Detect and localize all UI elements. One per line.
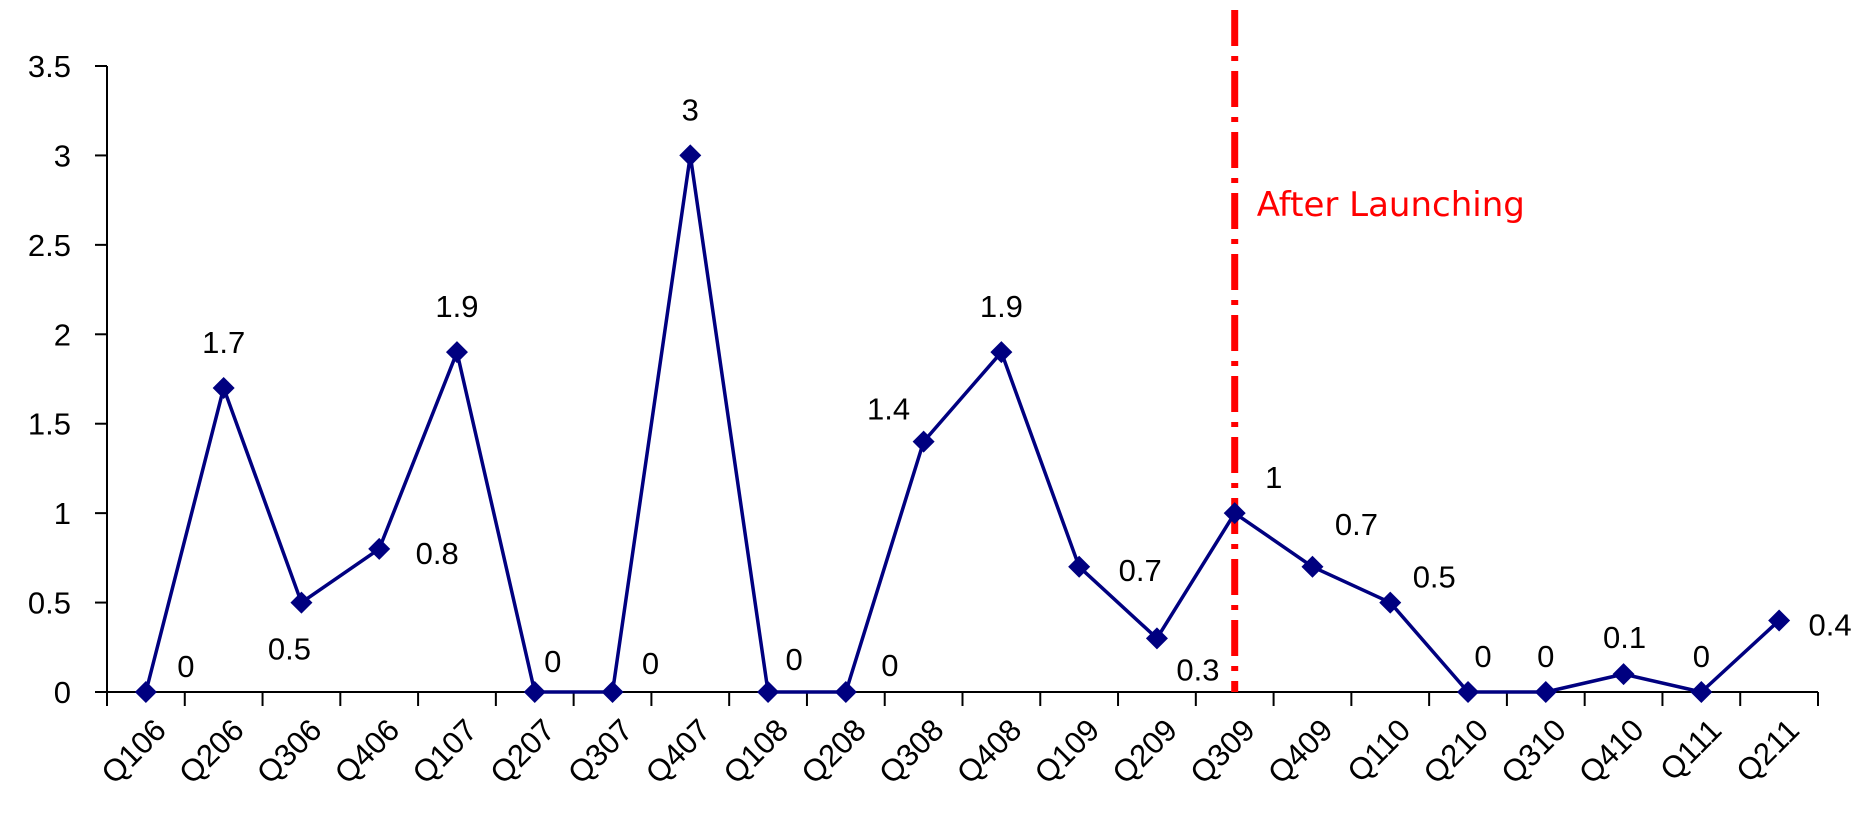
x-tick-label: Q208 bbox=[794, 712, 872, 790]
x-tick-label: Q309 bbox=[1183, 712, 1261, 790]
data-point-marker bbox=[757, 681, 780, 703]
data-point-marker bbox=[368, 537, 391, 560]
series-line bbox=[144, 153, 1781, 694]
data-label: 0 bbox=[177, 649, 194, 684]
y-axis-ticks: 0 0.5 1 1.5 2 2.5 3 3.5 bbox=[28, 49, 107, 710]
data-label: 0.4 bbox=[1809, 607, 1852, 642]
y-tick-label: 2.5 bbox=[28, 228, 71, 263]
data-point-marker bbox=[990, 341, 1013, 364]
data-label: 1 bbox=[1265, 460, 1282, 495]
data-label: 0.5 bbox=[268, 632, 311, 667]
data-point-marker bbox=[212, 376, 235, 399]
data-point-marker bbox=[445, 341, 468, 364]
y-tick-label: 3.5 bbox=[28, 49, 71, 84]
x-tick-label: Q406 bbox=[328, 712, 406, 790]
x-tick-label: Q310 bbox=[1494, 712, 1572, 790]
data-point-marker bbox=[679, 144, 702, 167]
data-label: 0.7 bbox=[1335, 507, 1378, 542]
x-tick-label: Q410 bbox=[1572, 712, 1650, 790]
x-tick-label: Q106 bbox=[94, 712, 172, 790]
axes bbox=[106, 66, 1818, 693]
data-point-marker bbox=[1690, 681, 1713, 703]
data-label: 1.4 bbox=[867, 392, 910, 427]
data-point-marker bbox=[912, 430, 935, 453]
x-tick-label: Q109 bbox=[1028, 712, 1106, 790]
x-tick-label: Q408 bbox=[950, 712, 1028, 790]
data-point-marker bbox=[1223, 502, 1246, 525]
data-point-marker bbox=[1068, 555, 1091, 578]
y-tick-label: 1 bbox=[54, 496, 71, 531]
y-tick-label: 0.5 bbox=[28, 586, 71, 621]
data-label: 1.7 bbox=[202, 325, 245, 360]
x-tick-label: Q206 bbox=[172, 712, 250, 790]
data-label: 0.8 bbox=[416, 536, 459, 571]
x-tick-label: Q306 bbox=[250, 712, 328, 790]
y-tick-label: 2 bbox=[54, 317, 71, 352]
data-label: 3 bbox=[682, 92, 699, 127]
data-label: 1.9 bbox=[435, 289, 478, 324]
y-tick-label: 0 bbox=[54, 675, 71, 710]
data-point-marker bbox=[1145, 627, 1168, 650]
x-tick-label: Q308 bbox=[872, 712, 950, 790]
annotation-label: After Launching bbox=[1257, 185, 1525, 225]
data-point-marker bbox=[290, 591, 313, 614]
data-point-marker bbox=[523, 681, 546, 703]
data-point-marker bbox=[1457, 681, 1480, 703]
x-tick-label: Q407 bbox=[639, 712, 717, 790]
data-label: 0 bbox=[1693, 639, 1710, 674]
data-point-marker bbox=[1612, 663, 1635, 686]
data-label: 0 bbox=[1474, 639, 1491, 674]
series-group bbox=[134, 144, 1791, 703]
data-label: 0 bbox=[881, 648, 898, 683]
y-tick-label: 3 bbox=[54, 138, 71, 173]
data-label: 0.5 bbox=[1413, 560, 1456, 595]
x-tick-label: Q211 bbox=[1729, 712, 1806, 789]
data-point-marker bbox=[1301, 555, 1324, 578]
x-axis-ticks: Q106 Q206 Q306 Q406 Q107 Q207 Q307 Q407 Q108 Q208… bbox=[94, 692, 1819, 791]
x-tick-label: Q111 bbox=[1653, 712, 1728, 787]
data-label: 0 bbox=[1537, 639, 1554, 674]
x-tick-label: Q209 bbox=[1106, 712, 1184, 790]
x-tick-label: Q307 bbox=[561, 712, 639, 790]
data-point-marker bbox=[1534, 681, 1557, 703]
x-tick-label: Q409 bbox=[1261, 712, 1339, 790]
data-point-marker bbox=[1768, 609, 1791, 632]
data-label: 1.9 bbox=[980, 289, 1023, 324]
x-tick-label: Q110 bbox=[1340, 712, 1417, 789]
data-point-marker bbox=[134, 681, 157, 703]
data-label: 0.3 bbox=[1176, 652, 1219, 687]
data-labels: 0 1.7 0.5 0.8 1.9 0 0 3 0 0 1.4 1.9 0.7 0.3 1 0.7 0.5 0 0 0… bbox=[177, 92, 1851, 687]
data-point-marker bbox=[834, 681, 857, 703]
data-label: 0 bbox=[642, 646, 659, 681]
launch-annotation: After Launching bbox=[1231, 10, 1525, 692]
data-label: 0.7 bbox=[1119, 553, 1162, 588]
data-label: 0 bbox=[544, 644, 561, 679]
data-point-marker bbox=[601, 681, 624, 703]
x-tick-label: Q108 bbox=[717, 712, 795, 790]
data-point-marker bbox=[1379, 591, 1402, 614]
x-tick-label: Q107 bbox=[406, 712, 484, 790]
x-tick-label: Q210 bbox=[1417, 712, 1495, 790]
data-label: 0 bbox=[785, 642, 802, 677]
x-tick-label: Q207 bbox=[483, 712, 561, 790]
data-label: 0.1 bbox=[1603, 620, 1646, 655]
y-tick-label: 1.5 bbox=[28, 407, 71, 442]
